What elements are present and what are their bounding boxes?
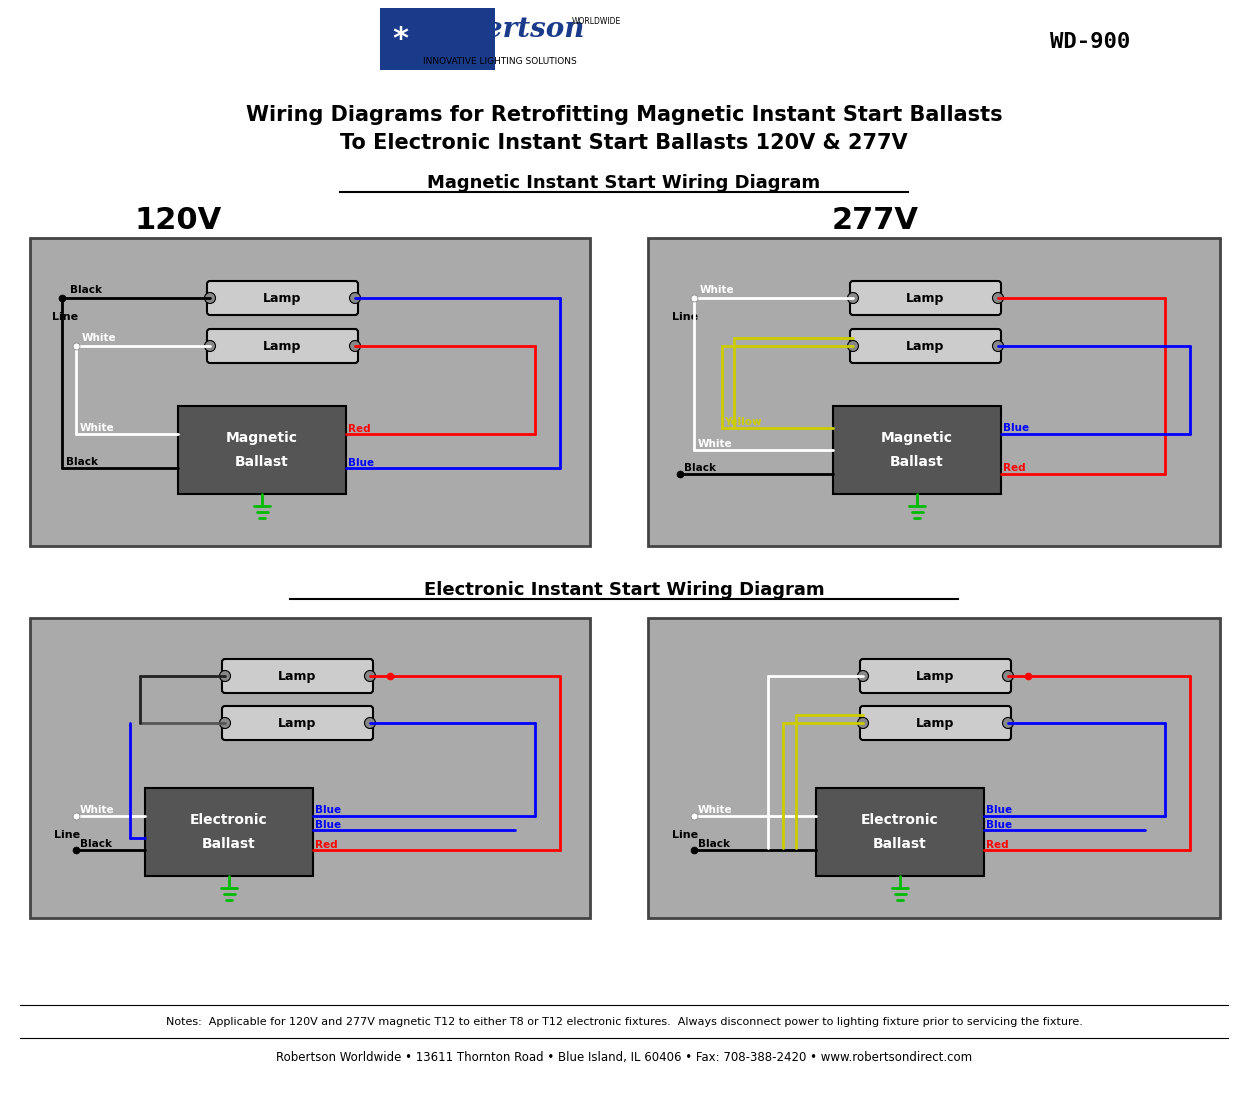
Text: Blue: Blue	[986, 806, 1012, 815]
Text: Yellow: Yellow	[724, 418, 761, 427]
Text: Notes:  Applicable for 120V and 277V magnetic T12 to either T8 or T12 electronic: Notes: Applicable for 120V and 277V magn…	[166, 1016, 1082, 1027]
Text: White: White	[80, 423, 115, 433]
Text: Lamp: Lamp	[916, 717, 955, 729]
Text: Blue: Blue	[348, 458, 374, 468]
Text: Line: Line	[671, 312, 698, 322]
Circle shape	[1002, 670, 1013, 682]
Bar	[816, 788, 983, 875]
FancyBboxPatch shape	[850, 329, 1001, 363]
Text: Red: Red	[986, 841, 1008, 850]
Circle shape	[220, 717, 231, 729]
Text: Black: Black	[66, 457, 99, 467]
Text: 277V: 277V	[831, 205, 919, 235]
FancyBboxPatch shape	[222, 659, 373, 693]
FancyBboxPatch shape	[860, 659, 1011, 693]
FancyBboxPatch shape	[30, 618, 590, 918]
Text: Black: Black	[684, 463, 716, 473]
Bar	[832, 406, 1001, 494]
Circle shape	[364, 670, 376, 682]
Text: Blue: Blue	[314, 806, 341, 815]
Text: INNOVATIVE LIGHTING SOLUTIONS: INNOVATIVE LIGHTING SOLUTIONS	[423, 57, 577, 66]
FancyBboxPatch shape	[379, 8, 495, 70]
FancyBboxPatch shape	[222, 706, 373, 740]
Circle shape	[857, 717, 869, 729]
Text: Line: Line	[52, 312, 79, 322]
Circle shape	[992, 293, 1003, 304]
Text: White: White	[80, 806, 115, 815]
FancyBboxPatch shape	[860, 706, 1011, 740]
Text: Lamp: Lamp	[263, 340, 302, 353]
Text: Blue: Blue	[314, 820, 341, 830]
Circle shape	[992, 341, 1003, 352]
Text: Lamp: Lamp	[263, 292, 302, 305]
FancyBboxPatch shape	[850, 281, 1001, 315]
Text: Lamp: Lamp	[916, 670, 955, 682]
Text: Red: Red	[314, 841, 338, 850]
Text: Line: Line	[671, 830, 698, 841]
Text: Robertson: Robertson	[424, 15, 585, 43]
FancyBboxPatch shape	[207, 329, 358, 363]
Text: Magnetic: Magnetic	[881, 431, 953, 445]
FancyBboxPatch shape	[30, 238, 590, 546]
FancyBboxPatch shape	[648, 618, 1221, 918]
Circle shape	[205, 341, 216, 352]
Text: Black: Black	[698, 839, 730, 849]
Circle shape	[205, 293, 216, 304]
Circle shape	[349, 341, 361, 352]
Text: Wiring Diagrams for Retrofitting Magnetic Instant Start Ballasts: Wiring Diagrams for Retrofitting Magneti…	[246, 105, 1002, 125]
Text: *: *	[392, 24, 408, 54]
Text: Electronic: Electronic	[861, 813, 938, 827]
Text: Lamp: Lamp	[906, 340, 945, 353]
Text: Ballast: Ballast	[890, 455, 943, 469]
Bar	[145, 788, 313, 875]
Circle shape	[857, 670, 869, 682]
Text: White: White	[698, 806, 733, 815]
Text: Blue: Blue	[1003, 423, 1030, 433]
Circle shape	[349, 293, 361, 304]
Text: Ballast: Ballast	[874, 837, 927, 851]
Text: Lamp: Lamp	[278, 717, 317, 729]
Text: 120V: 120V	[135, 205, 222, 235]
Text: Lamp: Lamp	[906, 292, 945, 305]
Circle shape	[847, 341, 859, 352]
Text: White: White	[698, 439, 733, 449]
Circle shape	[1002, 717, 1013, 729]
Text: Red: Red	[1003, 463, 1026, 473]
Text: Electronic: Electronic	[190, 813, 268, 827]
Text: Red: Red	[348, 424, 371, 434]
Text: Magnetic: Magnetic	[226, 431, 298, 445]
Text: Blue: Blue	[986, 820, 1012, 830]
Bar	[178, 406, 346, 494]
Text: To Electronic Instant Start Ballasts 120V & 277V: To Electronic Instant Start Ballasts 120…	[341, 133, 907, 153]
Text: White: White	[82, 333, 116, 343]
Text: White: White	[700, 285, 735, 295]
Text: Black: Black	[70, 285, 102, 295]
Text: Robertson Worldwide • 13611 Thornton Road • Blue Island, IL 60406 • Fax: 708-388: Robertson Worldwide • 13611 Thornton Roa…	[276, 1051, 972, 1065]
Text: Lamp: Lamp	[278, 670, 317, 682]
Circle shape	[364, 717, 376, 729]
FancyBboxPatch shape	[648, 238, 1221, 546]
Text: WORLDWIDE: WORLDWIDE	[572, 16, 622, 25]
Text: WD-900: WD-900	[1050, 32, 1131, 52]
Text: Line: Line	[54, 830, 80, 841]
Circle shape	[847, 293, 859, 304]
Text: Ballast: Ballast	[235, 455, 288, 469]
Text: Magnetic Instant Start Wiring Diagram: Magnetic Instant Start Wiring Diagram	[427, 174, 821, 192]
Text: Electronic Instant Start Wiring Diagram: Electronic Instant Start Wiring Diagram	[423, 581, 825, 599]
FancyBboxPatch shape	[207, 281, 358, 315]
Text: Ballast: Ballast	[202, 837, 256, 851]
Text: Black: Black	[80, 839, 112, 849]
Circle shape	[220, 670, 231, 682]
